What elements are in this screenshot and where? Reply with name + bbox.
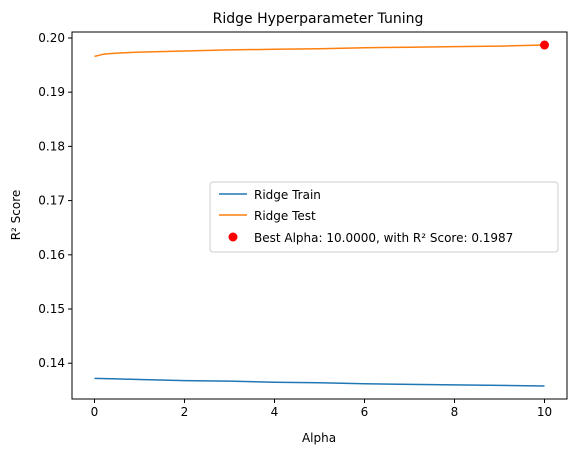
legend-frame: [209, 181, 559, 253]
x-tick-label: 0: [91, 405, 99, 419]
y-tick-label: 0.19: [38, 85, 65, 99]
plot-area: [94, 40, 549, 387]
plot-frame: [71, 31, 568, 400]
x-tick-label: 6: [361, 405, 369, 419]
x-tick-label: 4: [271, 405, 279, 419]
chart-title: Ridge Hyperparameter Tuning: [213, 11, 424, 27]
y-tick-label: 0.20: [38, 31, 65, 45]
legend-label-ridge-test: Ridge Test: [254, 209, 316, 223]
series-line-ridge-train: [94, 377, 545, 387]
x-tick-label: 10: [537, 405, 552, 419]
series-line-ridge-test: [94, 44, 545, 58]
legend-label-ridge-train: Ridge Train: [254, 188, 321, 202]
legend-marker-best-alpha: [228, 232, 238, 242]
legend: Ridge Train Ridge Test Best Alpha: 10.00…: [209, 181, 559, 253]
y-tick-label: 0.14: [38, 356, 65, 370]
y-tick-label: 0.15: [38, 302, 65, 316]
y-tick-label: 0.16: [38, 248, 65, 262]
best-alpha-point: [540, 40, 549, 50]
y-tick-label: 0.17: [38, 194, 65, 208]
x-tick-label: 2: [181, 405, 189, 419]
axis-ticks: 0 2 4 6 8 10 0.14 0.15 0.16 0.17 0.18 0.19 0.20: [38, 31, 552, 419]
x-axis-title: Alpha: [302, 431, 336, 445]
y-tick-label: 0.18: [38, 139, 65, 153]
x-tick-label: 8: [451, 405, 459, 419]
legend-label-best-alpha: Best Alpha: 10.0000, with R² Score: 0.19…: [254, 231, 513, 245]
y-axis-title: R² Score: [9, 190, 23, 241]
